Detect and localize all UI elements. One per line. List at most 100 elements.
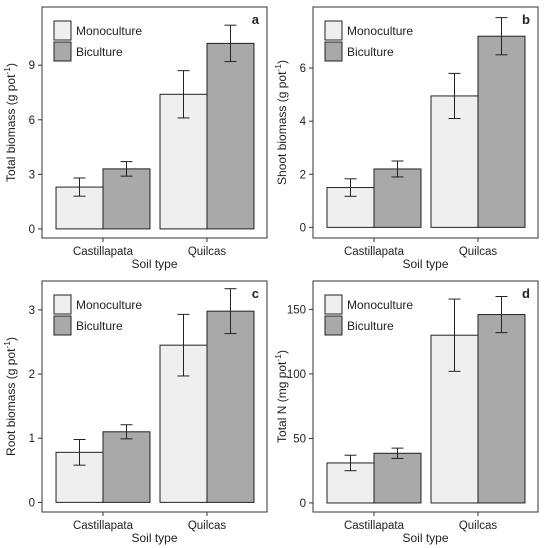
bar-biculture-castillapata: [373, 452, 422, 504]
legend-swatch-monoculture: [324, 294, 343, 315]
legend-swatch-biculture: [53, 41, 72, 62]
y-tick-label: 1: [29, 433, 35, 445]
legend: Monoculture Biculture: [53, 20, 142, 62]
error-bar: [391, 447, 404, 459]
legend: Monoculture Biculture: [324, 294, 413, 336]
legend: Monoculture Biculture: [53, 294, 142, 336]
x-axis-title: Soil type: [402, 531, 448, 545]
error-bar: [120, 161, 133, 177]
panel-a: 0 3 6 9 Castillapata Quilcas Soil type Total bi…: [2, 6, 268, 271]
y-tick-label: 0: [29, 497, 35, 509]
x-tick-label: Quilcas: [188, 246, 227, 258]
legend-label-biculture: Biculture: [347, 319, 394, 333]
error-bar: [344, 454, 357, 472]
legend-swatch-biculture: [53, 315, 72, 336]
bar-biculture-castillapata: [102, 431, 151, 503]
y-tick-label: 50: [293, 433, 306, 445]
bar-biculture-quilcas: [477, 35, 526, 228]
legend-swatch-biculture: [324, 315, 343, 336]
error-bar: [73, 177, 86, 197]
y-tick-label: 0: [29, 224, 35, 236]
y-axis-title-superscript: -1: [2, 67, 12, 75]
y-axis-title-main: Total N (mg pot: [275, 361, 289, 443]
y-tick-label: 3: [29, 305, 35, 317]
y-tick-label: 0: [300, 222, 306, 234]
y-axis-title-main: Shoot biomass (g pot: [275, 71, 289, 185]
error-bar: [448, 298, 461, 372]
x-axis-title: Soil type: [131, 257, 177, 271]
error-bar: [344, 178, 357, 197]
x-axis-title: Soil type: [131, 531, 177, 545]
legend-swatch-monoculture: [53, 20, 72, 41]
bar-biculture-quilcas: [206, 42, 255, 230]
y-tick-label: 3: [29, 169, 35, 181]
plot-frame: [41, 280, 268, 513]
error-bar: [391, 160, 404, 178]
bar-biculture-quilcas: [477, 314, 526, 504]
legend-label-monoculture: Monoculture: [347, 24, 413, 38]
y-axis-title-superscript: -1: [2, 341, 12, 349]
y-axis-title-main: Total biomass (g pot: [4, 74, 18, 182]
plot-frame: [41, 6, 268, 239]
x-tick-label: Castillapata: [344, 520, 405, 532]
error-bar: [177, 70, 190, 119]
legend-label-biculture: Biculture: [76, 45, 123, 59]
x-tick-label: Quilcas: [459, 246, 498, 258]
legend-swatch-monoculture: [324, 20, 343, 41]
y-axis-title-close: ): [275, 60, 289, 64]
error-bar: [73, 438, 86, 466]
y-axis-title-close: ): [4, 337, 18, 341]
error-bar: [495, 295, 508, 334]
panel-c: 0 1 2 3 Castillapata Quilcas Soil type Root bio…: [2, 280, 268, 545]
panel-d: 0 50 100 150 Castillapata Quilcas Soil type Tot…: [273, 280, 539, 545]
x-axis-title: Soil type: [402, 257, 448, 271]
bar-biculture-quilcas: [206, 310, 255, 503]
y-axis-title: Total N (mg pot-1): [273, 350, 289, 443]
plot-frame: [312, 6, 539, 239]
x-tick-label: Quilcas: [188, 520, 227, 532]
legend: Monoculture Biculture: [324, 20, 413, 62]
y-tick-label: 6: [29, 115, 35, 127]
legend-label-monoculture: Monoculture: [76, 298, 142, 312]
error-bar: [448, 72, 461, 120]
error-bar: [495, 17, 508, 56]
panel-b: 0 2 4 6 Castillapata Quilcas Soil type Shoot bi…: [273, 6, 539, 271]
error-bar: [177, 313, 190, 377]
legend-label-monoculture: Monoculture: [347, 298, 413, 312]
legend-swatch-biculture: [324, 41, 343, 62]
y-tick-label: 4: [300, 116, 307, 128]
y-tick-label: 100: [287, 369, 306, 381]
y-tick-label: 0: [300, 498, 306, 510]
y-tick-label: 6: [300, 63, 306, 75]
panel-label: d: [522, 286, 530, 301]
error-bar: [224, 24, 237, 63]
bar-biculture-castillapata: [102, 168, 151, 230]
error-bar: [120, 424, 133, 440]
y-axis-title-superscript: -1: [273, 354, 283, 362]
y-axis-title-main: Root biomass (g pot: [4, 348, 18, 456]
legend-label-biculture: Biculture: [347, 45, 394, 59]
x-tick-label: Quilcas: [459, 520, 498, 532]
x-tick-label: Castillapata: [344, 246, 405, 258]
y-axis-title-close: ): [275, 350, 289, 354]
y-axis-title-close: ): [4, 63, 18, 67]
y-axis-title-superscript: -1: [273, 64, 283, 72]
bar-biculture-castillapata: [373, 168, 422, 228]
y-tick-label: 9: [29, 60, 35, 72]
error-bar: [224, 288, 237, 335]
legend-label-monoculture: Monoculture: [76, 24, 142, 38]
panel-label: b: [522, 12, 530, 27]
y-axis-title: Root biomass (g pot-1): [2, 337, 18, 456]
y-axis-title: Total biomass (g pot-1): [2, 63, 18, 182]
y-tick-label: 2: [300, 169, 306, 181]
x-tick-label: Castillapata: [73, 246, 134, 258]
plot-frame: [312, 280, 539, 513]
y-axis-title: Shoot biomass (g pot-1): [273, 60, 289, 185]
panel-label: a: [252, 12, 260, 27]
x-tick-label: Castillapata: [73, 520, 134, 532]
y-tick-label: 2: [29, 369, 35, 381]
legend-label-biculture: Biculture: [76, 319, 123, 333]
y-tick-label: 150: [287, 304, 306, 316]
panel-label: c: [252, 286, 259, 301]
